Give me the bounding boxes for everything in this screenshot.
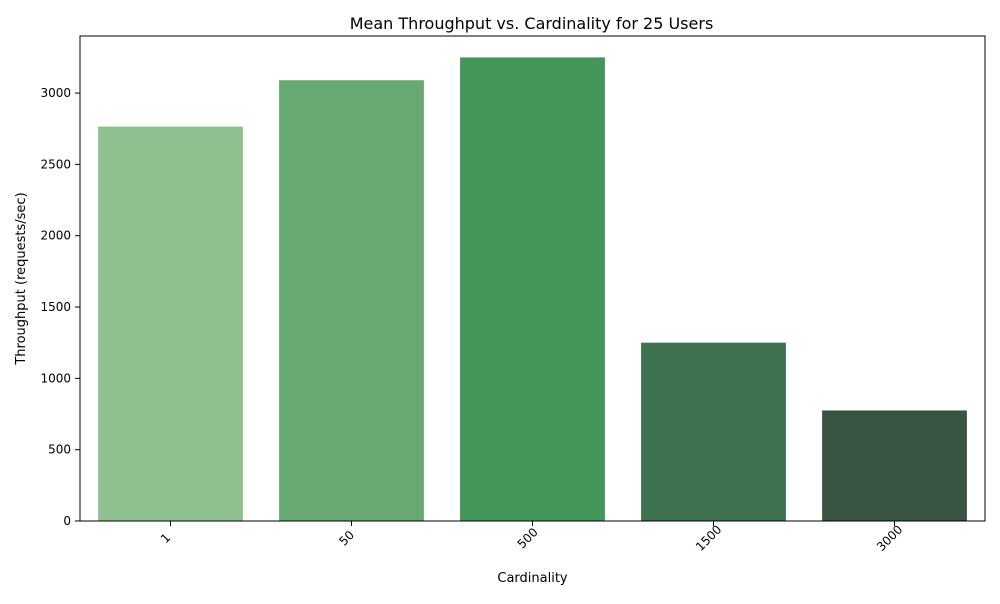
y-tick-label: 2000 <box>40 229 71 243</box>
x-tick-label: 50 <box>336 528 357 549</box>
y-tick-label: 0 <box>63 514 71 528</box>
y-tick-label: 1500 <box>40 300 71 314</box>
y-tick-label: 3000 <box>40 86 71 100</box>
y-axis-label: Throughput (requests/sec) <box>14 192 29 365</box>
y-tick-label: 2500 <box>40 157 71 171</box>
x-tick-label: 1500 <box>693 522 724 553</box>
bar-500 <box>460 57 605 521</box>
x-axis: 1 50 500 1500 3000 <box>158 521 905 554</box>
y-tick-label: 500 <box>48 443 71 457</box>
bar-1 <box>98 126 243 522</box>
bar-1500 <box>641 342 786 521</box>
x-tick-label: 3000 <box>874 522 905 553</box>
x-tick-label: 500 <box>515 525 541 551</box>
bar-3000 <box>822 410 967 521</box>
x-tick-label: 1 <box>158 531 173 546</box>
x-axis-label: Cardinality <box>497 571 568 586</box>
y-axis: 0 500 1000 1500 2000 2500 3000 <box>40 86 80 528</box>
bars-layer <box>98 57 967 522</box>
chart-title: Mean Throughput vs. Cardinality for 25 U… <box>350 14 714 33</box>
plot-frame <box>79 35 986 522</box>
bar-50 <box>279 80 424 522</box>
y-tick-label: 1000 <box>40 371 71 385</box>
